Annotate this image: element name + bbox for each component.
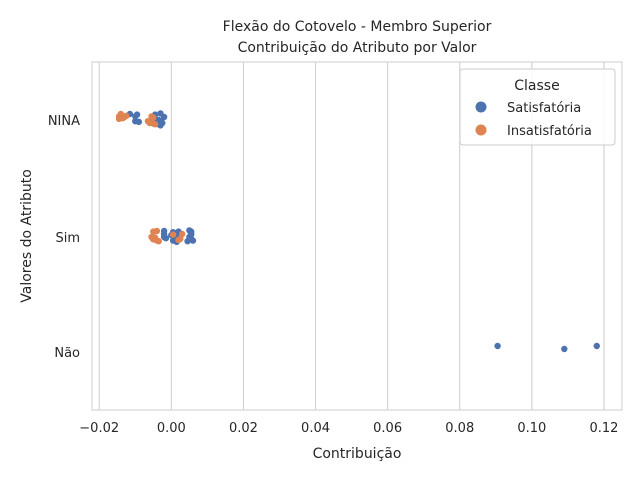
point-satisfatoria — [593, 342, 600, 350]
point-satisfatoria — [160, 113, 168, 121]
point-satisfatoria — [162, 235, 170, 242]
chart-subtitle: Contribuição do Atributo por Valor — [238, 40, 477, 56]
point-insatisfatoria — [150, 114, 157, 121]
point-insatisfatoria — [151, 121, 159, 128]
x-tick-label: 0.10 — [517, 421, 546, 436]
point-satisfatoria — [135, 118, 143, 126]
plot-area-border — [91, 61, 623, 411]
x-tick-labels: −0.02 0.00 0.02 0.04 0.06 0.08 0.10 0.12 — [79, 421, 618, 436]
legend-label-satisfatoria: Satisfatória — [507, 101, 581, 116]
legend-marker-insatisfatoria — [475, 124, 487, 136]
y-tick-label: NINA — [48, 114, 80, 129]
point-satisfatoria — [561, 345, 568, 353]
x-tick-label: 0.06 — [373, 421, 402, 436]
x-tick-label: 0.04 — [301, 421, 330, 436]
y-tick-labels: NINA Sim Não — [48, 114, 80, 361]
x-tick-label: 0.12 — [589, 421, 618, 436]
point-satisfatoria — [184, 238, 191, 245]
y-axis-label: Valores do Atributo — [19, 169, 35, 303]
point-insatisfatoria — [119, 115, 126, 122]
point-insatisfatoria — [169, 231, 177, 238]
point-satisfatoria — [494, 342, 501, 350]
point-insatisfatoria — [175, 236, 182, 244]
legend-label-insatisfatoria: Insatisfatória — [507, 124, 592, 139]
point-satisfatoria — [189, 237, 197, 244]
data-points — [115, 110, 600, 353]
point-insatisfatoria — [153, 227, 161, 235]
y-tick-label: Não — [54, 346, 80, 361]
point-insatisfatoria — [155, 238, 162, 245]
point-satisfatoria — [133, 111, 141, 118]
legend-marker-satisfatoria — [475, 101, 487, 113]
x-tick-label: −0.02 — [79, 421, 119, 436]
x-tick-label: 0.00 — [157, 421, 186, 436]
x-tick-label: 0.08 — [445, 421, 474, 436]
legend-title: Classe — [514, 78, 559, 94]
legend: Classe Satisfatória Insatisfatória — [459, 68, 616, 146]
x-axis-label: Contribuição — [313, 446, 402, 462]
point-insatisfatoria — [178, 230, 186, 238]
y-tick-label: Sim — [55, 231, 80, 246]
legend-box — [459, 68, 616, 146]
point-satisfatoria — [157, 122, 164, 129]
chart-title: Flexão do Cotovelo - Membro Superior — [223, 19, 492, 35]
x-tick-label: 0.02 — [229, 421, 258, 436]
